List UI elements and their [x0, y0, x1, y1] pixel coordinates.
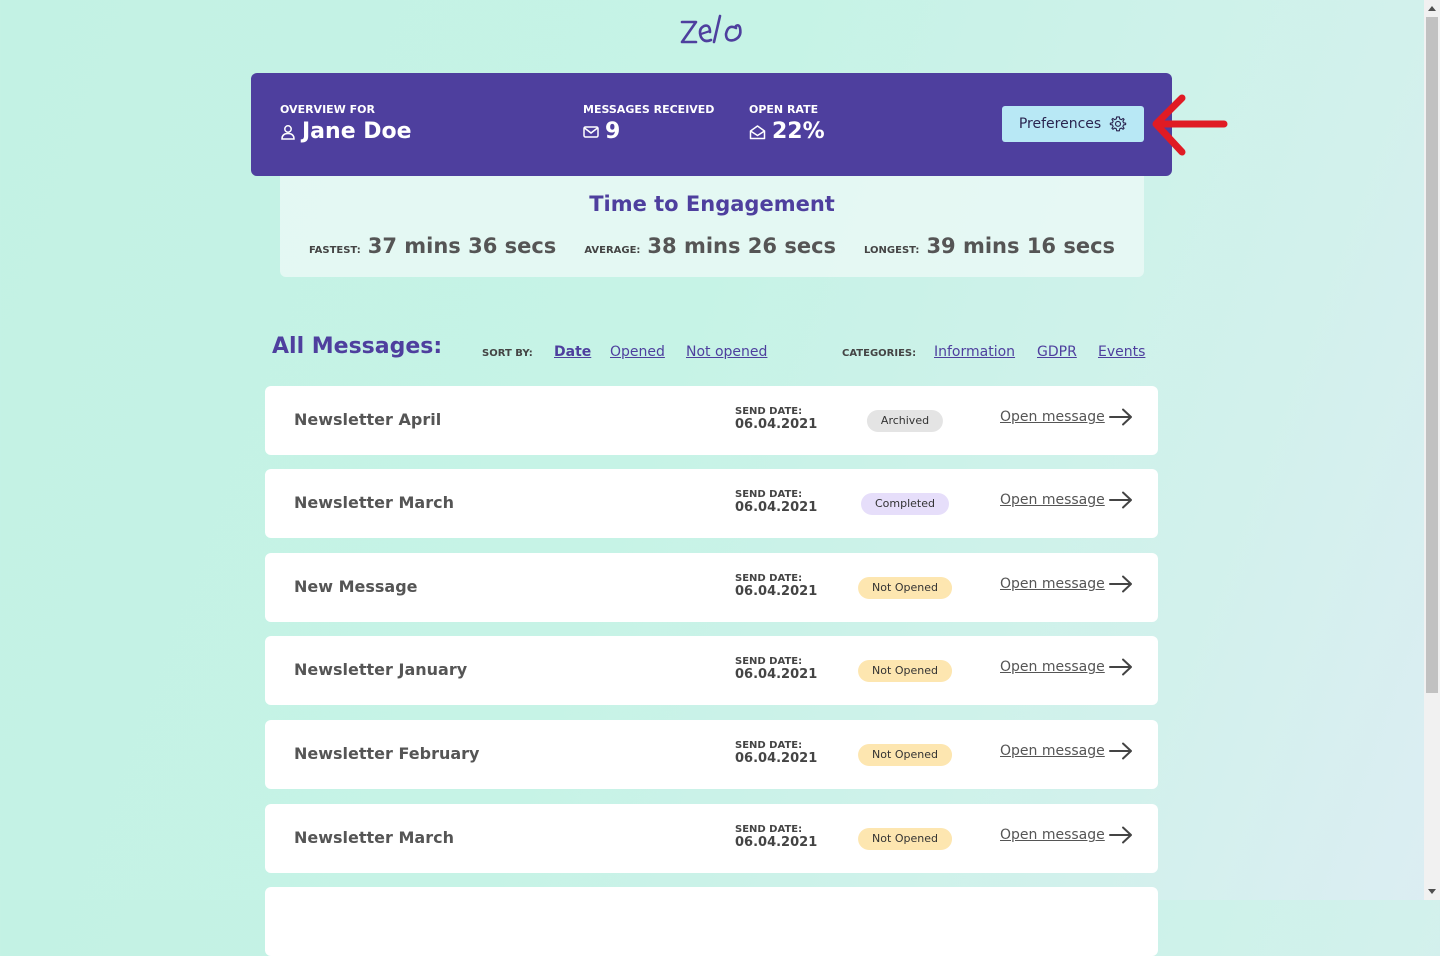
user-icon: [281, 124, 295, 140]
message-row[interactable]: Newsletter January SEND DATE: 06.04.2021 No…: [265, 636, 1158, 705]
send-date-label: SEND DATE:: [735, 656, 803, 667]
engagement-title: Time to Engagement: [589, 192, 835, 216]
overview-banner: OVERVIEW FOR Jane Doe MESSAGES RECEIVED …: [251, 73, 1172, 176]
arrow-right-icon: [1108, 575, 1132, 593]
longest-value: 39 mins 16 secs: [926, 234, 1116, 258]
open-message-link[interactable]: Open message: [1000, 408, 1133, 426]
send-date-value: 06.04.2021: [735, 417, 818, 432]
send-date-value: 06.04.2021: [735, 584, 818, 599]
send-date-value: 06.04.2021: [735, 500, 818, 515]
message-row[interactable]: New Message SEND DATE: 06.04.2021 Not Opene…: [265, 553, 1158, 622]
overview-for-label: OVERVIEW FOR: [280, 103, 375, 116]
scrollbar-thumb[interactable]: [1426, 17, 1438, 693]
user-name: Jane Doe: [302, 119, 412, 144]
send-date-value: 06.04.2021: [735, 667, 818, 682]
message-row[interactable]: Newsletter February SEND DATE: 06.04.2021 N…: [265, 720, 1158, 789]
send-date-label: SEND DATE:: [735, 573, 803, 584]
send-date-value: 06.04.2021: [735, 835, 818, 850]
open-message-label: Open message: [1000, 659, 1105, 675]
messages-received-block: MESSAGES RECEIVED 9: [583, 103, 714, 144]
messages-received-value: 9: [605, 119, 621, 144]
open-message-link[interactable]: Open message: [1000, 575, 1133, 593]
engagement-stats: FASTEST: 37 mins 36 secs AVERAGE: 38 min…: [280, 234, 1144, 258]
open-rate-value: 22%: [772, 119, 825, 144]
sort-not-opened-link[interactable]: Not opened: [686, 344, 768, 360]
message-row-partial[interactable]: [265, 887, 1158, 956]
open-message-link[interactable]: Open message: [1000, 658, 1133, 676]
engagement-card: Time to Engagement FASTEST: 37 mins 36 s…: [280, 176, 1144, 277]
status-badge: Completed: [861, 493, 949, 515]
open-rate-block: OPEN RATE 22%: [749, 103, 825, 144]
open-message-label: Open message: [1000, 492, 1105, 508]
status-badge: Not Opened: [858, 744, 952, 766]
send-date-value: 06.04.2021: [735, 751, 818, 766]
status-badge: Not Opened: [858, 828, 952, 850]
status-badge: Archived: [866, 410, 944, 432]
sort-date-link[interactable]: Date: [554, 344, 592, 360]
average-value: 38 mins 26 secs: [647, 234, 837, 258]
preferences-button[interactable]: Preferences: [1002, 106, 1144, 142]
open-message-link[interactable]: Open message: [1000, 491, 1133, 509]
message-name: New Message: [294, 577, 418, 596]
open-message-label: Open message: [1000, 827, 1105, 843]
arrow-right-icon: [1108, 408, 1132, 426]
open-message-label: Open message: [1000, 576, 1105, 592]
open-message-label: Open message: [1000, 409, 1105, 425]
send-date-label: SEND DATE:: [735, 406, 803, 417]
vertical-scrollbar[interactable]: [1424, 0, 1440, 900]
average-label: AVERAGE:: [584, 245, 641, 256]
open-message-link[interactable]: Open message: [1000, 826, 1133, 844]
status-badge: Not Opened: [858, 577, 952, 599]
message-name: Newsletter March: [294, 493, 454, 512]
status-badge: Not Opened: [858, 660, 952, 682]
arrow-right-icon: [1108, 491, 1132, 509]
message-row[interactable]: Newsletter March SEND DATE: 06.04.2021 Comp…: [265, 469, 1158, 538]
all-messages-title: All Messages:: [272, 334, 443, 359]
fastest-label: FASTEST:: [308, 245, 361, 256]
gear-icon: [1109, 116, 1127, 132]
scroll-up-icon[interactable]: [1424, 0, 1440, 16]
open-message-label: Open message: [1000, 743, 1105, 759]
preferences-label: Preferences: [1018, 116, 1102, 132]
message-name: Newsletter March: [294, 828, 454, 847]
arrow-right-icon: [1108, 742, 1132, 760]
longest-label: LONGEST:: [864, 245, 920, 256]
zelo-logo[interactable]: [676, 10, 748, 50]
page: OVERVIEW FOR Jane Doe MESSAGES RECEIVED …: [251, 10, 1228, 873]
open-message-link[interactable]: Open message: [1000, 742, 1133, 760]
send-date-label: SEND DATE:: [735, 489, 803, 500]
categories-label: CATEGORIES:: [842, 348, 917, 359]
message-name: Newsletter January: [294, 660, 468, 679]
arrow-right-icon: [1108, 658, 1132, 676]
fastest-value: 37 mins 36 secs: [367, 234, 557, 258]
category-events-link[interactable]: Events: [1098, 344, 1146, 360]
send-date-label: SEND DATE:: [735, 824, 803, 835]
mail-icon: [583, 125, 599, 138]
message-row[interactable]: Newsletter March SEND DATE: 06.04.2021 Not …: [265, 804, 1158, 873]
annotation-arrow-icon: [1152, 94, 1228, 156]
message-name: Newsletter April: [294, 410, 442, 429]
sort-by-label: SORT BY:: [482, 348, 533, 359]
category-information-link[interactable]: Information: [934, 344, 1016, 360]
arrow-right-icon: [1108, 826, 1132, 844]
messages-received-label: MESSAGES RECEIVED: [583, 103, 715, 116]
scroll-down-icon[interactable]: [1424, 884, 1440, 900]
category-gdpr-link[interactable]: GDPR: [1037, 344, 1077, 360]
message-name: Newsletter February: [294, 744, 480, 763]
mail-open-icon: [749, 124, 766, 139]
open-rate-label: OPEN RATE: [749, 103, 819, 116]
message-row[interactable]: Newsletter April SEND DATE: 06.04.2021 Arch…: [265, 386, 1158, 455]
overview-user-block: OVERVIEW FOR Jane Doe: [280, 103, 412, 144]
send-date-label: SEND DATE:: [735, 740, 803, 751]
sort-opened-link[interactable]: Opened: [610, 344, 665, 360]
